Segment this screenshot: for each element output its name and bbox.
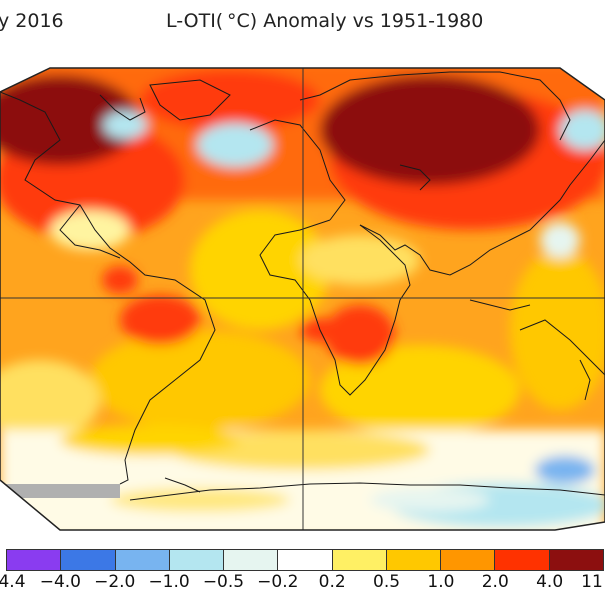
- legend-tick-label: −2.0: [94, 572, 136, 592]
- legend-tick-label: 11: [581, 572, 603, 592]
- legend-tick-label: 4.4: [0, 572, 26, 592]
- map-title: L-OTI( °C) Anomaly vs 1951-1980: [166, 10, 484, 32]
- legend-swatch: [224, 550, 279, 570]
- legend-swatch: [278, 550, 333, 570]
- legend-ticks: 4.4 −4.0 −2.0 −1.0 −0.5 −0.2 0.2 0.5 1.0 2.0 4.0 11: [0, 572, 605, 598]
- legend-swatch: [7, 550, 62, 570]
- legend-tick-label: 4.0: [536, 572, 564, 592]
- legend-tick-label: 1.0: [427, 572, 455, 592]
- anomaly-map: [0, 67, 605, 531]
- legend-tick-label: −0.2: [257, 572, 299, 592]
- legend-tick-label: 2.0: [481, 572, 509, 592]
- legend-swatch: [495, 550, 550, 570]
- legend-swatch: [332, 550, 387, 570]
- legend-tick-label: −4.0: [39, 572, 81, 592]
- legend-swatch: [169, 550, 225, 570]
- legend-swatch: [115, 550, 170, 570]
- legend-tick-label: 0.5: [373, 572, 401, 592]
- legend-swatch: [549, 550, 603, 570]
- legend-swatch: [386, 550, 442, 570]
- map-title-date: y 2016: [0, 10, 64, 32]
- legend-tick-label: 0.2: [318, 572, 346, 592]
- coastlines: [0, 71, 605, 501]
- legend-swatch: [61, 550, 116, 570]
- map-frame: [0, 67, 605, 531]
- color-legend: [6, 549, 604, 571]
- legend-swatch: [441, 550, 496, 570]
- legend-tick-label: −0.5: [202, 572, 245, 592]
- legend-tick-label: −1.0: [148, 572, 190, 592]
